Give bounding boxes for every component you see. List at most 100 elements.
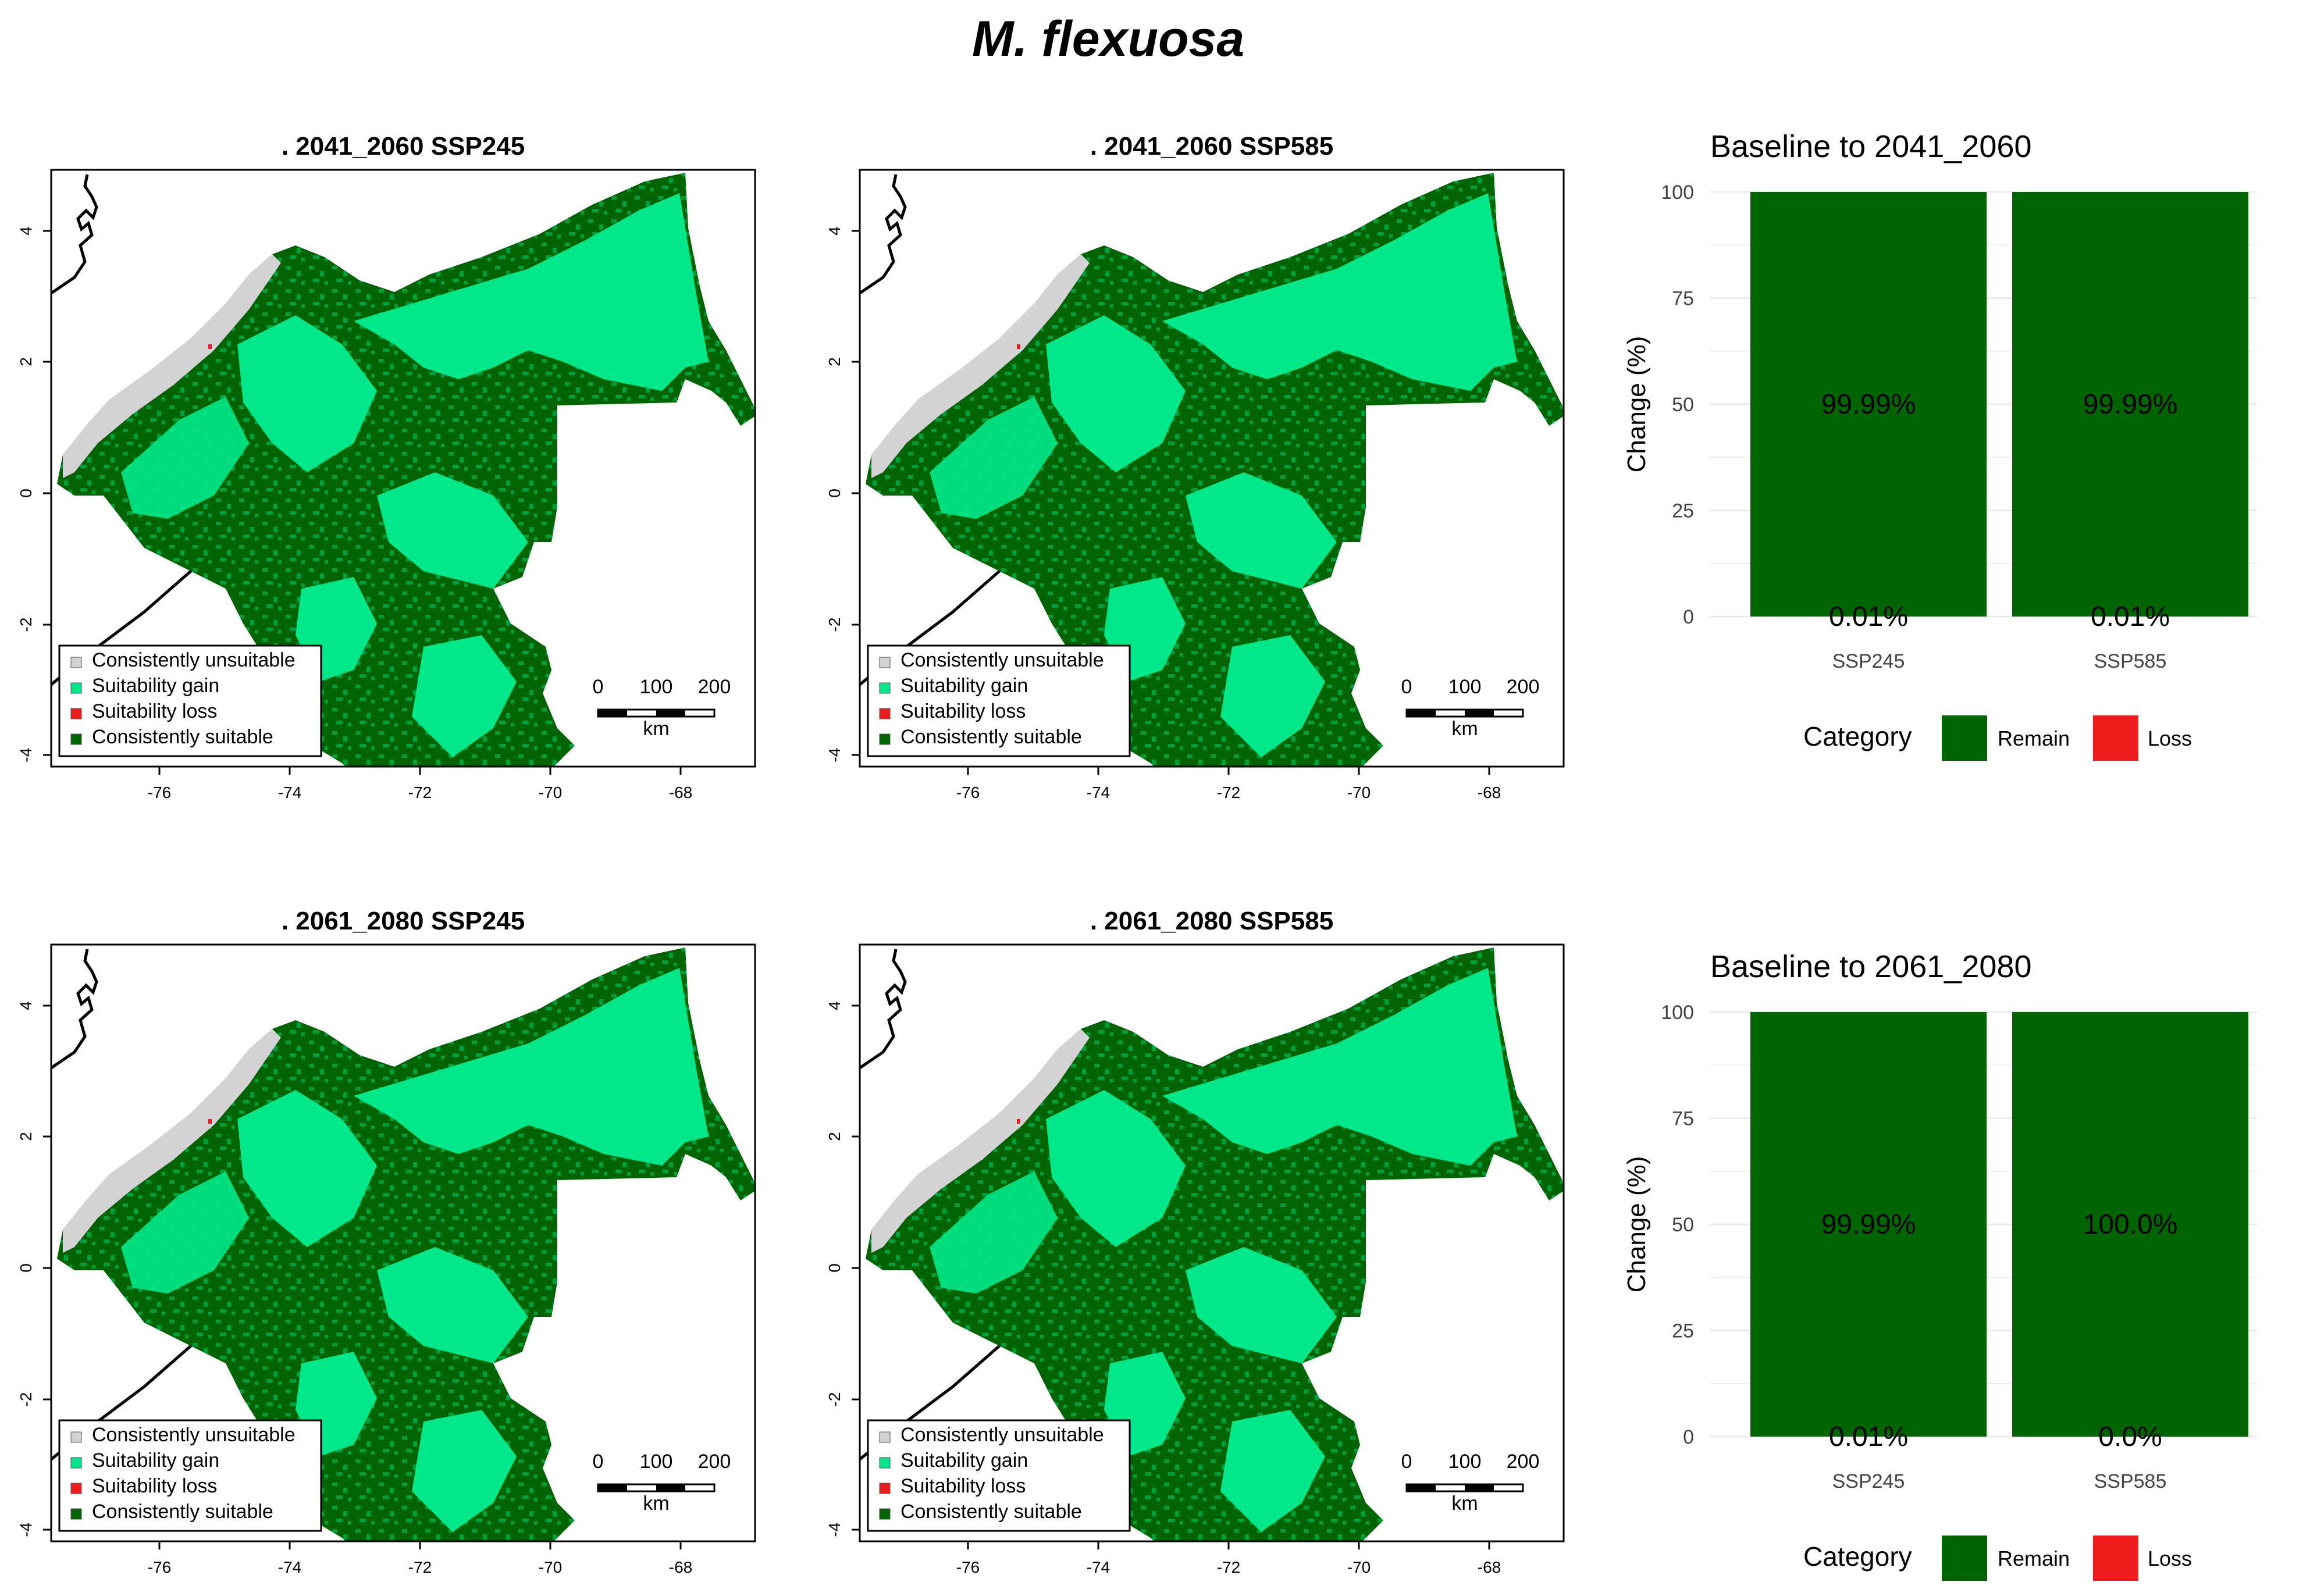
- scale-bar: 0 100 200 km: [593, 676, 731, 740]
- map-frame: [859, 943, 1565, 1542]
- scale-label: 200: [698, 1451, 731, 1473]
- y-tick-label: -2: [17, 618, 35, 632]
- y-tick-label: 2: [17, 357, 35, 366]
- scale-label: 0: [593, 1451, 604, 1473]
- legend-label: Remain: [1998, 726, 2070, 750]
- scale-bar-segment: [1407, 1484, 1436, 1491]
- x-tick-label: SSP245: [1832, 1470, 1905, 1492]
- y-axis-label: Change (%): [1622, 336, 1651, 473]
- map-frame: [859, 169, 1565, 768]
- scale-label: 0: [1401, 1451, 1412, 1473]
- scale-label: 100: [1448, 1451, 1482, 1473]
- legend-label: Consistently unsuitable: [92, 1424, 296, 1446]
- legend-swatch: [2093, 1536, 2138, 1581]
- x-tick-label: -70: [1347, 783, 1371, 801]
- scale-unit: km: [643, 718, 669, 740]
- y-tick-label: 4: [825, 1001, 843, 1010]
- data-label: 99.99%: [2083, 389, 2178, 420]
- y-tick-label: 2: [825, 1132, 843, 1141]
- y-axis-label: Change (%): [1622, 1156, 1651, 1293]
- legend-swatch: [879, 657, 891, 668]
- x-tick-label: -76: [956, 783, 980, 801]
- x-tick-label: -74: [278, 1558, 301, 1576]
- y-tick-label: -2: [17, 1392, 35, 1407]
- scale-bar-segment: [598, 710, 627, 717]
- x-tick-label: -70: [1347, 1558, 1371, 1576]
- legend-label: Suitability gain: [900, 675, 1028, 697]
- map-legend: Consistently unsuitable Suitability gain S…: [867, 1419, 1131, 1532]
- scale-label: 100: [1448, 676, 1482, 698]
- map-title: . 2041_2060 SSP585: [1090, 132, 1333, 161]
- data-label: 99.99%: [1821, 389, 1916, 420]
- x-tick-label: -68: [1478, 783, 1501, 801]
- chart-title: Baseline to 2041_2060: [1710, 129, 2031, 164]
- chart-title: Baseline to 2061_2080: [1710, 949, 2031, 984]
- map-panel: . 2041_2060 SSP585 -76 -74 -72 -70 -68 4 2 0 -2 -4…: [825, 132, 1565, 801]
- scale-label: 100: [640, 1451, 673, 1473]
- map-title: . 2061_2080 SSP245: [282, 907, 525, 935]
- data-label: 100.0%: [2083, 1209, 2178, 1240]
- legend-label: Consistently unsuitable: [900, 1424, 1104, 1446]
- legend-label: Suitability loss: [92, 1475, 217, 1497]
- legend-title: Category: [1803, 1541, 1912, 1572]
- y-tick-label: -4: [825, 1523, 843, 1537]
- x-tick-label: -72: [1217, 1558, 1240, 1576]
- y-tick-label: 25: [1672, 1320, 1694, 1342]
- data-label: 0.01%: [1829, 1422, 1908, 1452]
- scale-bar-segment: [656, 710, 685, 717]
- x-tick-label: -68: [1478, 1558, 1501, 1576]
- y-tick-label: 75: [1672, 288, 1694, 310]
- map-panel: . 2061_2080 SSP245 -76 -74 -72 -70 -68 4 2 0 -2 -4…: [17, 907, 756, 1576]
- x-tick-label: -74: [278, 783, 301, 801]
- y-tick-label: 0: [825, 489, 843, 498]
- legend-swatch: [879, 682, 891, 694]
- legend-swatch: [879, 1431, 891, 1443]
- y-tick-label: 0: [17, 1263, 35, 1273]
- figure-title: M. flexuosa: [971, 11, 1245, 67]
- legend-label: Remain: [1998, 1547, 2070, 1570]
- scale-unit: km: [1451, 1492, 1478, 1515]
- scale-bar-segment: [1465, 710, 1494, 717]
- x-tick-label: SSP245: [1832, 650, 1905, 672]
- y-tick-label: 0: [17, 489, 35, 498]
- y-tick-label: 2: [825, 357, 843, 366]
- legend-title: Category: [1803, 721, 1912, 751]
- scale-unit: km: [643, 1492, 669, 1515]
- legend-label: Suitability gain: [900, 1449, 1028, 1472]
- data-label: 0.0%: [2098, 1422, 2162, 1452]
- map-title: . 2041_2060 SSP245: [282, 132, 525, 161]
- legend-label: Loss: [2148, 726, 2192, 750]
- scale-bar-segment: [1407, 710, 1436, 717]
- x-tick-label: SSP585: [2094, 650, 2167, 672]
- x-tick-label: -72: [1217, 783, 1240, 801]
- legend-swatch: [879, 708, 891, 719]
- y-tick-label: 100: [1661, 181, 1694, 204]
- x-tick-label: -76: [148, 783, 171, 801]
- x-tick-label: -70: [539, 1558, 562, 1576]
- legend-swatch: [879, 1508, 891, 1520]
- scale-label: 200: [1507, 1451, 1540, 1473]
- legend-label: Consistently suitable: [92, 726, 273, 748]
- x-tick-label: -74: [1087, 1558, 1110, 1576]
- legend-label: Suitability gain: [92, 675, 219, 697]
- bar-remain: [2012, 1012, 2248, 1437]
- y-tick-label: 4: [17, 226, 35, 236]
- y-tick-label: 25: [1672, 500, 1694, 522]
- y-tick-label: -4: [17, 748, 35, 763]
- legend-label: Consistently unsuitable: [92, 649, 296, 671]
- y-tick-label: 0: [825, 1263, 843, 1273]
- map-panel: . 2061_2080 SSP585 -76 -74 -72 -70 -68 4 2 0 -2 -4…: [825, 907, 1565, 1576]
- map-frame: [50, 943, 756, 1542]
- x-tick-label: -72: [408, 1558, 432, 1576]
- y-tick-label: 50: [1672, 1214, 1694, 1236]
- legend-swatch: [879, 1483, 891, 1494]
- y-tick-label: -2: [825, 618, 843, 632]
- y-tick-label: 100: [1661, 1002, 1694, 1024]
- legend-label: Consistently suitable: [900, 726, 1082, 748]
- scale-label: 200: [698, 676, 731, 698]
- y-tick-label: -4: [17, 1523, 35, 1537]
- legend-swatch: [1942, 715, 1987, 761]
- legend-label: Loss: [2148, 1547, 2192, 1570]
- legend-swatch: [1942, 1536, 1987, 1581]
